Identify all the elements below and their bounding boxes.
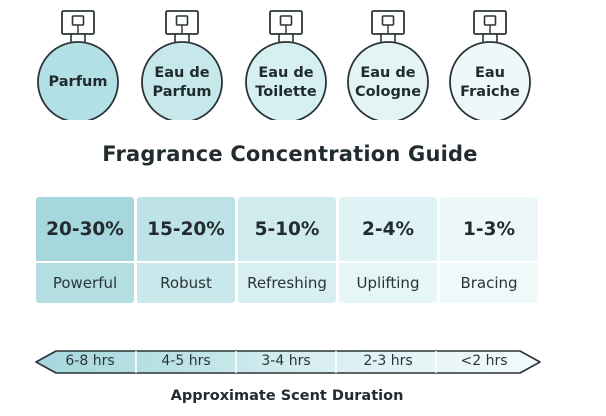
level-column: 5-10% Refreshing <box>238 197 336 305</box>
level-column: 1-3% Bracing <box>440 197 538 305</box>
duration-title: Approximate Scent Duration <box>170 388 404 404</box>
strength-label: Robust <box>137 263 235 303</box>
duration-label: 4-5 hrs <box>161 353 211 369</box>
bottle-shape <box>37 10 119 120</box>
strength-label: Powerful <box>36 263 134 303</box>
bottle-eau-de-cologne: Eau de Cologne <box>346 10 430 120</box>
level-column: 20-30% Powerful <box>36 197 134 305</box>
strength-label: Refreshing <box>238 263 336 303</box>
duration-label: 2-3 hrs <box>363 353 413 369</box>
duration-label: <2 hrs <box>460 353 508 369</box>
duration-label: 6-8 hrs <box>65 353 115 369</box>
bottle-eau-fraiche: Eau Fraiche <box>448 10 532 120</box>
level-column: 15-20% Robust <box>137 197 235 305</box>
strength-label: Uplifting <box>339 263 437 303</box>
bottle-label: Eau de Cologne <box>354 65 422 100</box>
bottle-label: Eau Fraiche <box>460 65 520 100</box>
double-arrow-icon <box>35 350 541 374</box>
bottle-eau-de-toilette: Eau de Toilette <box>244 10 328 120</box>
bottle-eau-de-parfum: Eau de Parfum <box>140 10 224 120</box>
bottle-label: Parfum <box>48 74 108 90</box>
bottle-shape <box>245 10 327 120</box>
concentration-percent: 2-4% <box>339 197 437 261</box>
duration-label: 3-4 hrs <box>261 353 311 369</box>
bottle-shape <box>449 10 531 120</box>
concentration-percent: 5-10% <box>238 197 336 261</box>
concentration-percent: 15-20% <box>137 197 235 261</box>
bottle-label: Eau de Parfum <box>152 65 212 100</box>
page-title: Fragrance Concentration Guide <box>102 142 478 166</box>
bottle-shape <box>141 10 223 120</box>
bottle-shape <box>347 10 429 120</box>
concentration-percent: 20-30% <box>36 197 134 261</box>
bottle-label: Eau de Toilette <box>255 65 317 100</box>
level-column: 2-4% Uplifting <box>339 197 437 305</box>
strength-label: Bracing <box>440 263 538 303</box>
bottle-parfum: Parfum <box>36 10 120 120</box>
duration-arrow <box>34 348 542 376</box>
concentration-percent: 1-3% <box>440 197 538 261</box>
